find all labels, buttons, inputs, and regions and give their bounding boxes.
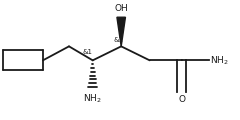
Text: &1: &1 — [83, 49, 93, 55]
Polygon shape — [117, 17, 126, 46]
Text: &1: &1 — [114, 37, 124, 43]
Text: OH: OH — [114, 4, 128, 13]
Text: NH$_2$: NH$_2$ — [210, 54, 229, 67]
Text: NH$_2$: NH$_2$ — [84, 93, 102, 105]
Text: O: O — [178, 95, 185, 104]
